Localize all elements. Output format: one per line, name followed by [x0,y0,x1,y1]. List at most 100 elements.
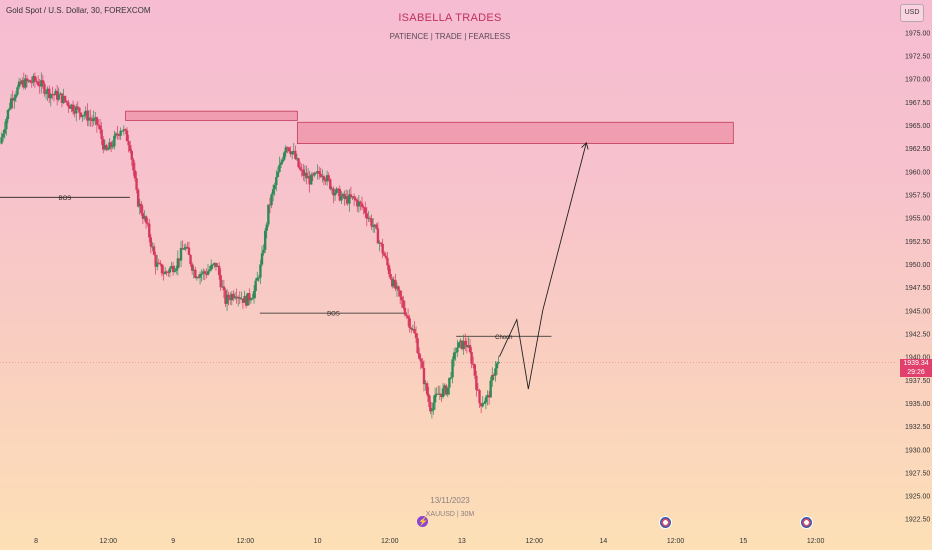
candle-body [100,129,103,140]
candle-body [167,271,170,273]
candle-body [230,293,234,301]
candle-body [437,393,440,395]
candle-body [394,279,397,289]
candle-body [267,204,270,225]
candle-body [349,194,353,198]
candle-body [179,248,183,261]
candle-body [259,264,262,278]
us-flag-icon[interactable] [658,516,672,529]
candle-body [494,368,497,376]
candle-body [454,352,457,354]
candle-body [484,397,488,403]
candle-body [441,388,445,398]
candle-body [240,298,243,300]
y-tick-label: 1960.00 [905,169,930,176]
candle-body [387,265,391,274]
us-flag-icon[interactable] [800,516,813,529]
candle-body [48,88,51,99]
candle-body [257,277,261,279]
candle-body [294,150,297,159]
candle-body [400,296,403,301]
candle-body [337,188,340,190]
candle-body [84,110,87,115]
candle-body [5,119,8,130]
candle-body [186,246,189,248]
supply-zone-2 [296,121,734,144]
candle-body [435,393,438,395]
candle-body [311,174,315,176]
candle-body [14,94,18,98]
y-tick-label: 1940.00 [905,355,930,362]
x-tick-label: 13 [458,538,466,545]
candle-body [92,118,95,122]
candle-body [13,97,16,101]
candle-body [184,246,187,249]
candle-body [446,387,449,395]
candle-body [375,224,378,229]
candle-body [392,279,395,287]
candle-body [425,383,429,395]
y-tick-label: 1962.50 [905,146,930,153]
candle-body [46,88,49,93]
candle-body [330,188,334,190]
candle-body [471,363,475,365]
candle-body [90,119,94,122]
candle-body [79,112,83,117]
candle-body [211,264,214,266]
candle-body [408,318,411,329]
candle-body [106,149,110,151]
candle-body [49,93,53,99]
brand-tagline: PATIENCE | TRADE | FEARLESS [389,32,511,41]
candle-body [59,93,62,95]
candle-body [55,90,59,100]
candle-body [40,80,43,87]
candle-body [246,293,249,306]
watermark-symbol: XAUUSD | 30M [425,511,475,518]
candle-body [456,347,459,353]
candle-body [278,164,281,172]
candle-body [140,203,143,214]
candle-body [182,248,186,250]
level-label-3: Choch [495,335,512,341]
candle-body [445,385,448,395]
candle-body [232,293,235,299]
candle-body [9,98,13,109]
candle-body [443,385,446,389]
candle-body [6,109,10,120]
candle-body [243,296,246,303]
candle-body [105,145,108,150]
candle-body [403,307,407,315]
currency-button[interactable]: USD [900,4,924,22]
candle-body [121,130,124,132]
candle-body [95,117,99,125]
candle-body [289,151,292,155]
candle-body [22,80,26,88]
candle-body [162,273,165,275]
candle-body [497,361,500,364]
symbol-title: Gold Spot / U.S. Dollar, 30, FOREXCOM [6,6,151,15]
candle-body [25,78,29,82]
candle-body [448,377,451,388]
candle-body [135,178,138,190]
x-tick-label: 12:00 [237,538,255,545]
bar-countdown: 29:26 [907,368,925,376]
candle-body [263,230,267,250]
candle-body [354,198,357,201]
candle-body [281,159,284,163]
y-tick-label: 1950.00 [905,262,930,269]
candle-body [143,216,146,219]
candle-body [43,84,46,94]
candle-body [432,402,435,411]
lightning-icon[interactable]: ⚡ [417,516,429,527]
candle-body [181,248,184,250]
candle-body [329,179,332,189]
candle-body [208,269,211,272]
candle-body [198,274,202,278]
candle-body [63,95,67,101]
candle-body [190,264,194,271]
candle-body [133,170,137,179]
candle-body [113,135,116,147]
candle-body [429,401,432,412]
